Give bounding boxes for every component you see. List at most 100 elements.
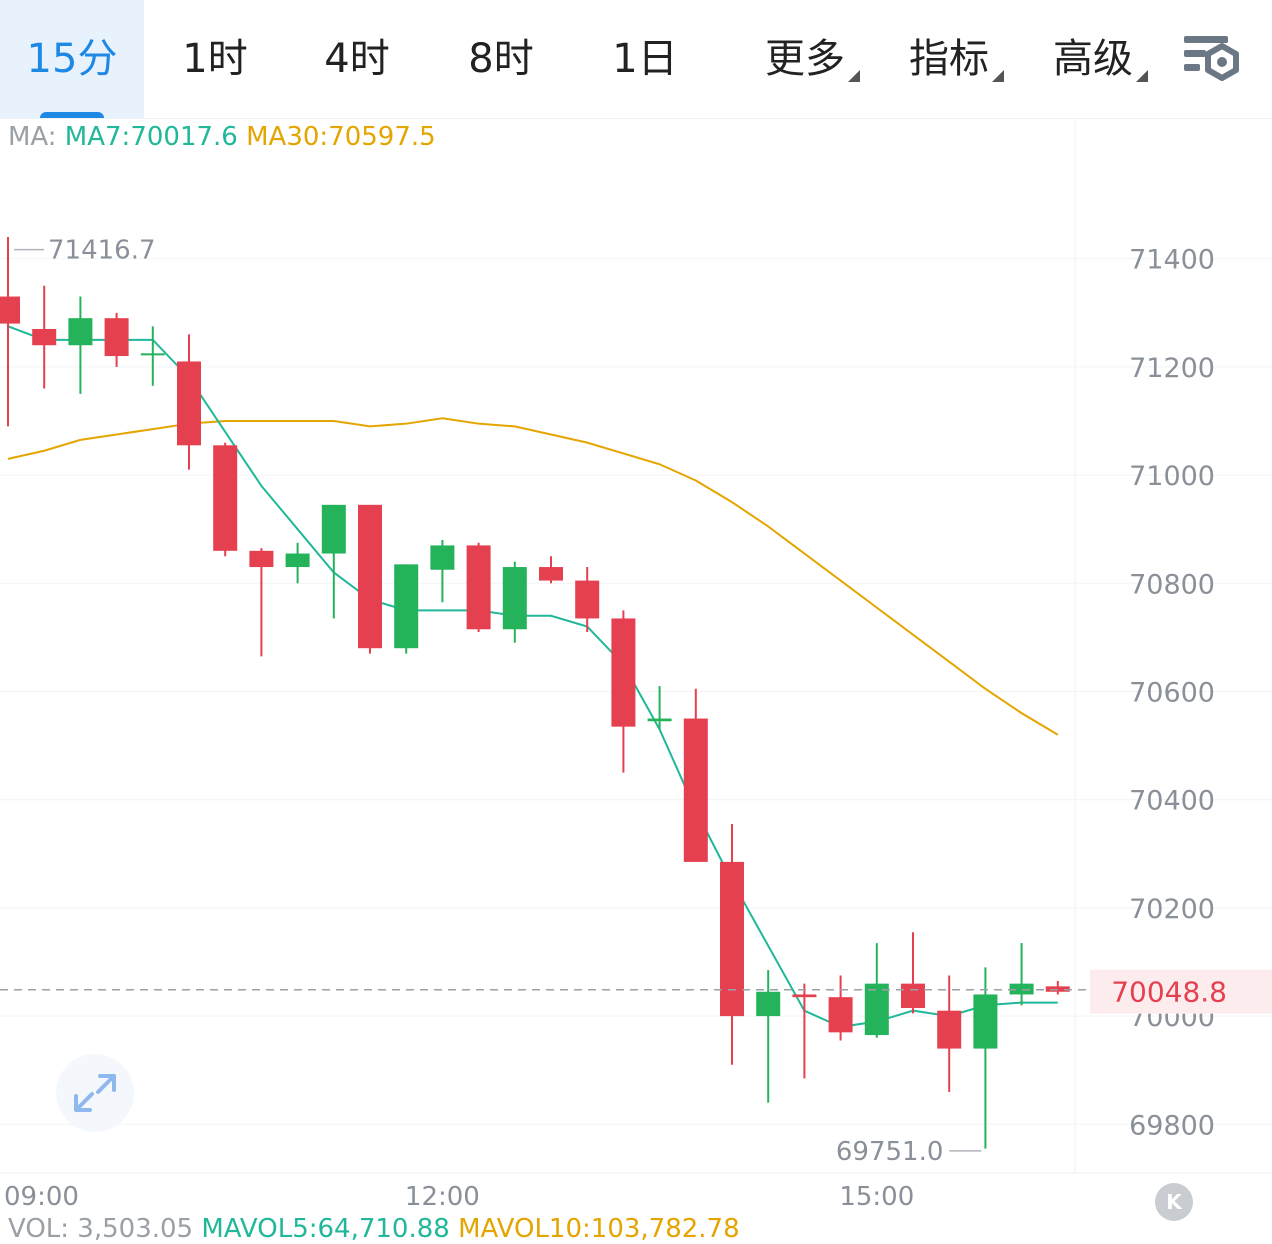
candle-body [828, 997, 853, 1033]
candle-down [104, 312, 129, 367]
candle-down [792, 983, 817, 1079]
candle-body [901, 983, 925, 1008]
candle-body [575, 580, 600, 619]
tab-label: 高级 [1053, 36, 1133, 82]
candle-up [756, 970, 781, 1103]
candle-body [177, 361, 201, 446]
candle-body [285, 553, 310, 568]
expand-arrows-icon[interactable] [56, 1054, 134, 1132]
candle-down [828, 975, 853, 1041]
candle-up [321, 504, 346, 619]
high-marker-label: 71416.7 [48, 236, 156, 266]
tab-advanced-dropdown[interactable]: 高级 [1028, 0, 1158, 118]
candle-down [213, 442, 238, 557]
candle-up [1009, 943, 1034, 1006]
x-tick-label: 15:00 [839, 1182, 914, 1212]
candle-down [683, 688, 708, 862]
tab-1d[interactable]: 1日 [580, 0, 710, 118]
last-price-tag [1090, 969, 1272, 1014]
candle-down [575, 567, 600, 632]
y-tick-label: 70600 [1129, 677, 1215, 708]
tab-label: 指标 [909, 36, 989, 82]
tab-4h[interactable]: 4时 [292, 0, 422, 118]
tab-label: 15分 [26, 36, 118, 82]
candle-body [539, 567, 563, 581]
tab-label: 4时 [324, 36, 390, 82]
tab-indicators-dropdown[interactable]: 指标 [884, 0, 1014, 118]
candle-body [864, 983, 889, 1036]
candle-down [0, 237, 20, 427]
candle-body [647, 718, 672, 722]
candle-up [430, 540, 455, 603]
candle-body [140, 353, 165, 356]
candle-body [213, 445, 238, 551]
tab-1h[interactable]: 1时 [150, 0, 280, 118]
tab-15m[interactable]: 15分 [0, 0, 144, 118]
candle-down [249, 548, 274, 657]
candle-body [756, 991, 781, 1017]
candle-body [937, 1010, 962, 1049]
candle-up [647, 686, 672, 730]
tab-more-dropdown[interactable]: 更多 [740, 0, 870, 118]
candle-body [720, 861, 744, 1017]
y-tick-label: 69800 [1129, 1110, 1215, 1141]
candle-up [285, 542, 310, 584]
chart-settings-icon[interactable] [1178, 28, 1244, 88]
candle-body [502, 567, 527, 630]
candle-body [466, 545, 491, 630]
candle-body [104, 318, 129, 357]
dropdown-corner-icon [848, 70, 860, 82]
candle-down [539, 556, 563, 584]
vol-value: VOL: 3,503.05 [8, 1214, 194, 1244]
ma-prefix: MA: [8, 122, 57, 152]
candle-body [611, 618, 636, 727]
candle-down [358, 504, 382, 654]
tab-label: 1日 [612, 36, 678, 82]
candle-body [1009, 983, 1034, 995]
k-logo-button[interactable]: K [1155, 1183, 1193, 1221]
candle-body [792, 994, 817, 998]
volume-indicator-legend: VOL: 3,503.05 MAVOL5:64,710.88 MAVOL10:1… [8, 1214, 740, 1244]
candle-body [32, 329, 57, 346]
y-tick-label: 71400 [1129, 245, 1215, 276]
candle-up [140, 326, 165, 386]
candle-down [720, 824, 744, 1065]
tab-label: 1时 [182, 36, 248, 82]
mavol5-value: MAVOL5:64,710.88 [201, 1214, 450, 1244]
candle-up [394, 564, 419, 654]
candle-down [937, 975, 962, 1092]
x-tick-label: 09:00 [4, 1182, 79, 1212]
ma-indicator-legend: MA: MA7:70017.6 MA30:70597.5 [8, 122, 436, 152]
candle-body [683, 718, 708, 862]
candle-body [321, 504, 346, 554]
tab-8h[interactable]: 8时 [436, 0, 566, 118]
y-tick-label: 70200 [1129, 894, 1215, 925]
y-tick-label: 71000 [1129, 461, 1215, 492]
ma30-value: MA30:70597.5 [246, 122, 436, 152]
x-tick-label: 12:00 [405, 1182, 480, 1212]
candle-down [466, 542, 491, 632]
candle-down [611, 610, 636, 773]
tab-label: 更多 [765, 36, 845, 82]
mavol10-value: MAVOL10:103,782.78 [458, 1214, 740, 1244]
y-tick-label: 71200 [1129, 353, 1215, 384]
candle-body [68, 318, 93, 346]
candlestick-chart[interactable]: 7140071200710007080070600704007020070000… [0, 118, 1272, 1214]
candle-down [901, 932, 925, 1014]
interval-tab-bar: 15分 1时 4时 8时 1日 更多 指标 高级 [0, 0, 1272, 119]
y-tick-label: 70400 [1129, 786, 1215, 817]
candle-down [32, 285, 57, 389]
tab-label: 8时 [468, 36, 534, 82]
candle-down [177, 334, 201, 470]
candle-up [502, 561, 527, 643]
candle-body [394, 564, 419, 649]
candle-up [864, 943, 889, 1038]
ma7-value: MA7:70017.6 [64, 122, 238, 152]
candle-up [68, 296, 93, 394]
candle-body [430, 545, 455, 570]
candle-up [973, 967, 998, 1149]
dropdown-corner-icon [1136, 70, 1148, 82]
candle-body [973, 994, 998, 1049]
candle-body [358, 504, 382, 649]
ma30-line [7, 417, 1059, 736]
